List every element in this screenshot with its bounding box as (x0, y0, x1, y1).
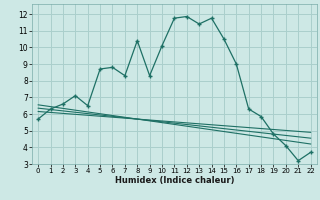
X-axis label: Humidex (Indice chaleur): Humidex (Indice chaleur) (115, 176, 234, 185)
